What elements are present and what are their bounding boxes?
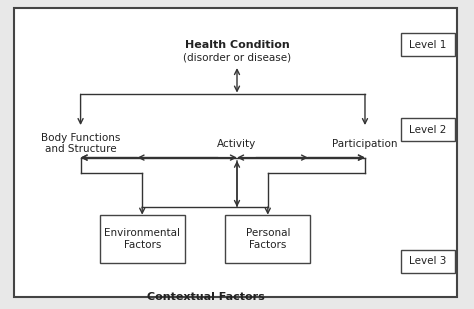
Text: Level 3: Level 3 (409, 256, 447, 266)
Bar (401, 250, 455, 273)
Text: Health Condition: Health Condition (185, 40, 289, 50)
Text: Personal
Factors: Personal Factors (246, 228, 290, 249)
Text: (disorder or disease): (disorder or disease) (183, 52, 291, 62)
Bar (401, 33, 455, 56)
Text: Level 1: Level 1 (409, 40, 447, 50)
Text: Contextual Factors: Contextual Factors (147, 292, 265, 302)
Text: Level 2: Level 2 (409, 125, 447, 135)
Text: Activity: Activity (218, 139, 256, 149)
Text: Environmental
Factors: Environmental Factors (104, 228, 180, 249)
Text: Body Functions
and Structure: Body Functions and Structure (41, 133, 120, 154)
Bar (401, 118, 455, 142)
Bar (100, 215, 185, 263)
Text: Participation: Participation (332, 139, 398, 149)
Bar (225, 215, 310, 263)
